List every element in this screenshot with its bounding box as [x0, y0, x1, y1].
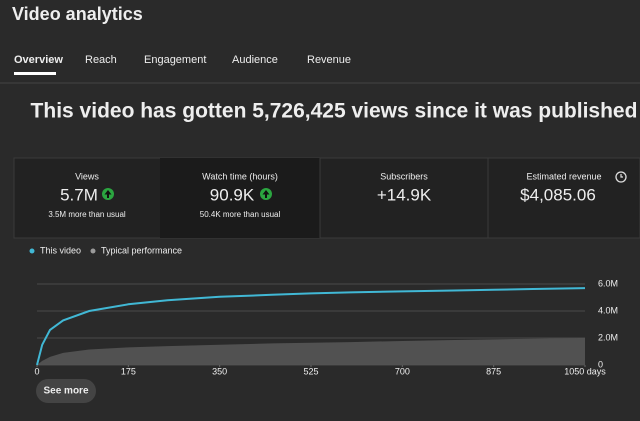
- clock-icon: [615, 171, 627, 183]
- series-line: [36, 287, 586, 366]
- legend-dot: [29, 248, 35, 254]
- x-tick-label: 0: [34, 366, 39, 376]
- card-value: $4,085.06: [520, 185, 596, 204]
- card-note: 50.4K more than usual: [200, 210, 281, 219]
- y-tick-label: 4.0M: [598, 305, 618, 315]
- tab[interactable]: Revenue: [307, 54, 351, 66]
- card-label: Estimated revenue: [526, 171, 601, 181]
- tab[interactable]: Reach: [85, 54, 117, 66]
- card-label: Subscribers: [380, 171, 428, 181]
- see-more-label[interactable]: See more: [43, 386, 88, 397]
- tab[interactable]: Engagement: [144, 54, 206, 66]
- x-tick-label: 1050 days: [564, 366, 606, 376]
- active-tab-underline: [14, 72, 56, 75]
- x-tick-label: 700: [395, 366, 410, 376]
- typical-area: [37, 338, 585, 365]
- legend-label: Typical performance: [101, 245, 182, 255]
- page-title: Video analytics: [12, 4, 143, 24]
- up-arrow: [262, 190, 270, 198]
- y-tick-label: 6.0M: [598, 278, 618, 288]
- tab[interactable]: Overview: [14, 54, 63, 66]
- x-tick-label: 525: [303, 366, 318, 376]
- y-tick-label: 2.0M: [598, 332, 618, 342]
- cards-box: [13, 157, 640, 239]
- card-label: Watch time (hours): [202, 171, 278, 181]
- x-tick-label: 875: [486, 366, 501, 376]
- y-tick-label: 0: [598, 359, 603, 369]
- selected-card: [160, 158, 320, 238]
- up-arrow: [104, 190, 112, 198]
- card-value: 90.9K: [210, 185, 255, 204]
- card-label: Views: [75, 171, 99, 181]
- card-value: 5.7M: [60, 185, 98, 204]
- x-tick-label: 175: [121, 366, 136, 376]
- legend-dot: [90, 248, 96, 254]
- card-note: 3.5M more than usual: [48, 210, 126, 219]
- headline: This video has gotten 5,726,425 views si…: [31, 100, 638, 123]
- tab[interactable]: Audience: [232, 54, 278, 66]
- see-more-button[interactable]: [36, 379, 96, 403]
- card-value: +14.9K: [377, 185, 432, 204]
- clock-hands: [620, 174, 623, 178]
- legend-label: This video: [40, 245, 81, 255]
- x-tick-label: 350: [212, 366, 227, 376]
